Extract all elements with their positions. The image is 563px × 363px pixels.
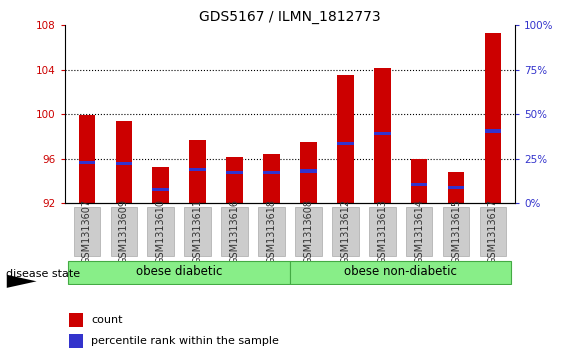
Bar [79,115,95,203]
Bar [411,183,427,186]
FancyBboxPatch shape [184,207,211,256]
Bar [69,313,83,327]
Bar [374,132,391,135]
Text: GSM1313611: GSM1313611 [193,199,203,264]
Text: GSM1313613: GSM1313613 [377,199,387,264]
FancyBboxPatch shape [221,207,248,256]
Bar [300,170,317,172]
Bar [263,171,280,174]
Bar [263,154,280,203]
FancyBboxPatch shape [369,207,396,256]
FancyBboxPatch shape [148,207,174,256]
Bar [337,76,354,203]
FancyBboxPatch shape [295,207,321,256]
Text: GSM1313618: GSM1313618 [266,199,276,264]
FancyBboxPatch shape [258,207,285,256]
Text: GSM1313607: GSM1313607 [82,199,92,264]
Text: GSM1313617: GSM1313617 [488,199,498,264]
Text: GSM1313608: GSM1313608 [303,199,314,264]
Bar [337,142,354,145]
Bar [115,121,132,203]
Text: GSM1313609: GSM1313609 [119,199,129,264]
Text: GSM1313615: GSM1313615 [451,199,461,264]
Text: GSM1313610: GSM1313610 [156,199,166,264]
FancyBboxPatch shape [406,207,432,256]
Bar [448,186,464,189]
Polygon shape [7,275,37,288]
FancyBboxPatch shape [443,207,470,256]
Title: GDS5167 / ILMN_1812773: GDS5167 / ILMN_1812773 [199,11,381,24]
Bar [448,172,464,203]
Bar [226,171,243,174]
Bar [300,142,317,203]
Bar [153,188,169,192]
FancyBboxPatch shape [290,261,511,284]
Bar [79,160,95,164]
FancyBboxPatch shape [332,207,359,256]
Text: count: count [91,315,123,325]
Text: GSM1313616: GSM1313616 [230,199,240,264]
Bar [153,167,169,203]
FancyBboxPatch shape [480,207,506,256]
Bar [115,162,132,165]
Bar [485,33,501,203]
Bar [411,159,427,203]
Bar [69,334,83,348]
FancyBboxPatch shape [110,207,137,256]
Bar [189,140,206,203]
Text: GSM1313614: GSM1313614 [414,199,424,264]
Text: obese non-diabetic: obese non-diabetic [344,265,457,278]
Text: percentile rank within the sample: percentile rank within the sample [91,336,279,346]
Bar [189,168,206,171]
Text: obese diabetic: obese diabetic [136,265,222,278]
FancyBboxPatch shape [74,207,100,256]
Text: GSM1313612: GSM1313612 [340,199,350,264]
Bar [226,156,243,203]
Bar [374,68,391,203]
FancyBboxPatch shape [69,261,290,284]
Bar [485,130,501,132]
Text: disease state: disease state [6,269,80,279]
